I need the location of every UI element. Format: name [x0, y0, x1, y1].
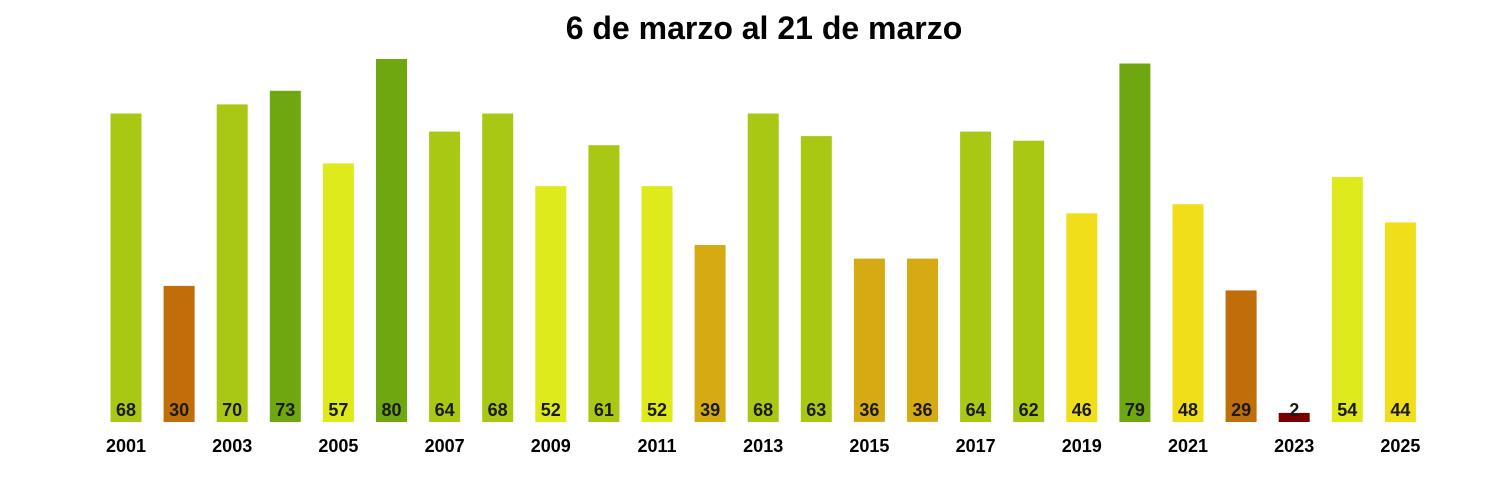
bar-2010 [588, 145, 620, 422]
chart-title: 6 de marzo al 21 de marzo [565, 10, 963, 46]
x-axis-ticks: 2001 2003 2005 2007 2009 2011 2013 2015 2017 2019… [106, 436, 1420, 456]
value-label-2021: 48 [1178, 400, 1198, 420]
x-tick-2013: 2013 [743, 436, 783, 456]
bar-2019 [1066, 213, 1098, 422]
x-tick-2001: 2001 [106, 436, 146, 456]
value-label-2023: 2 [1289, 400, 1299, 420]
bar-2008 [482, 113, 514, 422]
bar-2012 [694, 245, 726, 422]
bar-2007 [429, 131, 461, 422]
bar-2005 [322, 163, 354, 422]
x-tick-2015: 2015 [849, 436, 889, 456]
value-label-2015: 36 [859, 400, 879, 420]
value-label-2025: 44 [1390, 400, 1410, 420]
bar-2001 [110, 113, 142, 422]
bar-2022 [1225, 290, 1257, 422]
bar-2004 [269, 90, 301, 423]
bar-2003 [216, 104, 248, 423]
value-label-2002: 30 [169, 400, 189, 420]
value-label-2006: 80 [381, 400, 401, 420]
value-label-2003: 70 [222, 400, 242, 420]
bar-2006 [376, 59, 407, 422]
value-label-2024: 54 [1337, 400, 1357, 420]
value-label-2004: 73 [275, 400, 295, 420]
x-tick-2023: 2023 [1274, 436, 1314, 456]
value-label-2022: 29 [1231, 400, 1251, 420]
value-label-2012: 39 [700, 400, 720, 420]
bar-2014 [800, 136, 832, 422]
value-labels-layer: 68 30 70 73 57 80 64 68 52 61 52 39 68 63 36 36 64 62 46 79… [116, 400, 1410, 420]
value-label-2018: 62 [1019, 400, 1039, 420]
value-label-2005: 57 [328, 400, 348, 420]
bar-2011 [641, 186, 673, 422]
bar-2015 [853, 258, 885, 422]
value-label-2013: 68 [753, 400, 773, 420]
value-label-2007: 64 [435, 400, 455, 420]
x-tick-2003: 2003 [212, 436, 252, 456]
value-label-2008: 68 [488, 400, 508, 420]
bar-2024 [1331, 177, 1363, 422]
value-label-2017: 64 [966, 400, 986, 420]
bar-2020 [1119, 63, 1151, 422]
x-tick-2007: 2007 [425, 436, 465, 456]
bar-2002 [163, 285, 195, 422]
bar-2025 [1384, 222, 1416, 422]
value-label-2014: 63 [806, 400, 826, 420]
bar-2017 [960, 131, 992, 422]
x-tick-2019: 2019 [1062, 436, 1102, 456]
bar-2023 [1278, 412, 1310, 422]
x-tick-2009: 2009 [531, 436, 571, 456]
x-tick-2025: 2025 [1380, 436, 1420, 456]
value-label-2020: 79 [1125, 400, 1145, 420]
bars-layer [110, 59, 1416, 423]
bar-2021 [1172, 204, 1204, 422]
value-label-2019: 46 [1072, 400, 1092, 420]
x-tick-2005: 2005 [318, 436, 358, 456]
x-tick-2017: 2017 [956, 436, 996, 456]
bar-2016 [907, 258, 938, 422]
value-label-2016: 36 [912, 400, 932, 420]
bar-2013 [747, 113, 779, 422]
value-label-2010: 61 [594, 400, 614, 420]
bar-2018 [1013, 140, 1045, 422]
value-label-2011: 52 [647, 400, 667, 420]
x-tick-2021: 2021 [1168, 436, 1208, 456]
value-label-2009: 52 [541, 400, 561, 420]
x-tick-2011: 2011 [637, 436, 676, 456]
bar-2009 [535, 186, 567, 422]
value-label-2001: 68 [116, 400, 136, 420]
